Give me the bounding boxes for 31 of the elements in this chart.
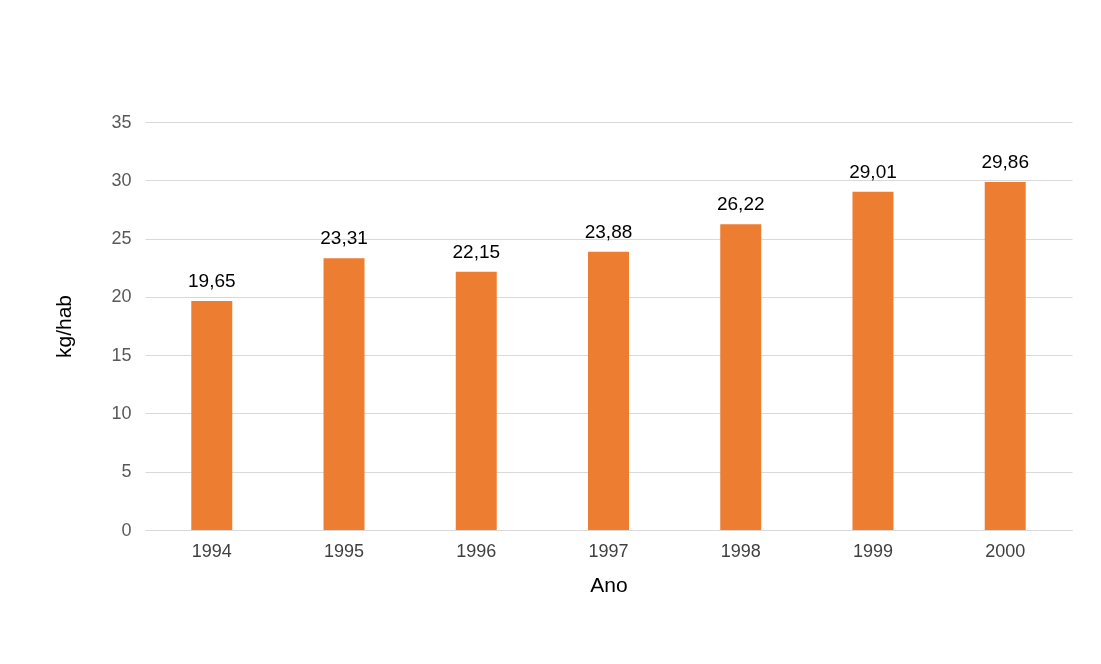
y-tick-label: 20	[111, 286, 132, 307]
data-label: 22,15	[452, 240, 501, 262]
data-label: 29,86	[981, 150, 1029, 172]
bar	[984, 181, 1026, 530]
y-tick-label: 25	[111, 228, 132, 249]
data-label: 29,01	[849, 160, 897, 182]
y-tick-label: 10	[111, 402, 132, 423]
y-tick-label: 0	[121, 519, 132, 540]
data-label: 23,88	[584, 220, 633, 242]
x-tick-label: 1998	[720, 540, 761, 561]
data-label: 26,22	[716, 193, 765, 215]
x-axis-title: Ano	[590, 572, 628, 596]
bar	[455, 271, 497, 530]
x-tick-label: 2000	[985, 540, 1026, 561]
x-tick-label: 1999	[852, 540, 893, 561]
y-tick-label: 5	[121, 461, 132, 482]
x-tick-label: 1996	[456, 540, 497, 561]
data-label: 23,31	[320, 227, 368, 249]
x-tick-label: 1997	[588, 540, 629, 561]
y-tick-label: 30	[111, 169, 132, 190]
x-tick-label: 1995	[324, 540, 365, 561]
bar	[588, 251, 629, 530]
bar	[191, 300, 233, 530]
bar	[852, 191, 894, 530]
y-tick-label: 15	[111, 344, 132, 365]
data-label: 19,65	[188, 269, 236, 291]
y-axis-title: kg/hab	[52, 294, 76, 359]
bar	[323, 258, 365, 530]
bar	[720, 224, 762, 530]
x-tick-label: 1994	[191, 540, 232, 561]
y-tick-label: 35	[111, 111, 132, 132]
